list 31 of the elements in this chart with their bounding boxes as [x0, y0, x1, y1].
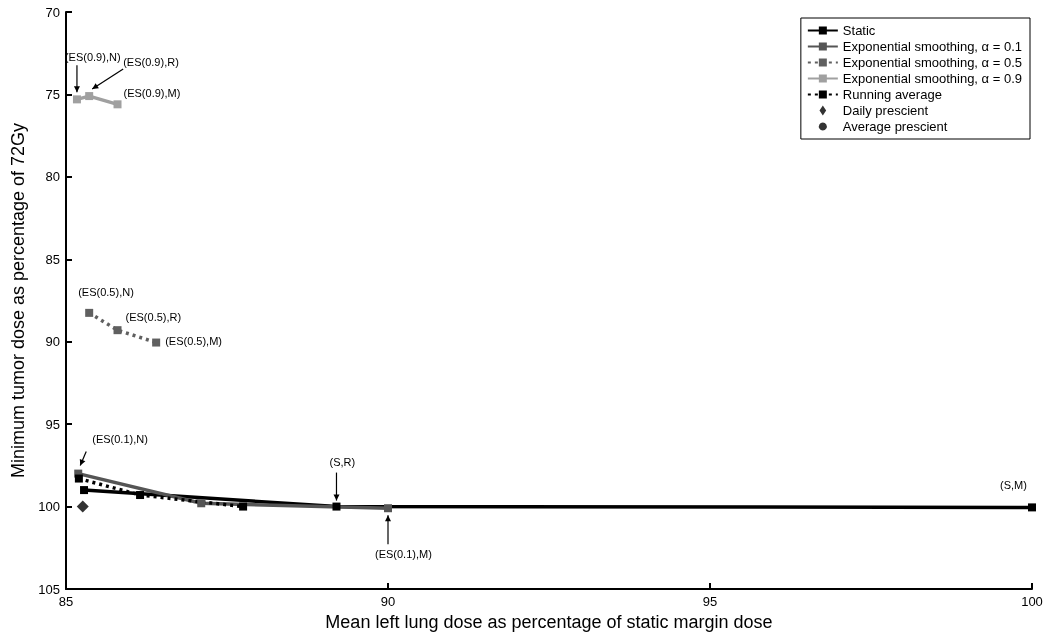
annotation: (ES(0.9),R) [123, 55, 179, 68]
annotation: (ES(0.9),M) [123, 86, 181, 99]
annotation: (ES(0.9),N) [64, 50, 121, 63]
annotation: (S,R) [329, 456, 356, 469]
x-tick-label: 95 [702, 594, 718, 609]
annotation: (ES(0.1),M) [375, 547, 432, 560]
annotation: (ES(0.5),N) [78, 286, 134, 299]
annotation: (ES(0.5),R) [125, 310, 182, 323]
legend-label: Average prescient [842, 119, 948, 134]
annotation: (S,M) [1000, 478, 1027, 491]
y-tick-label: 75 [45, 86, 60, 102]
legend-label: Exponential smoothing, α = 0.1 [842, 39, 1022, 54]
annotation: (ES(0.1),N) [92, 433, 148, 446]
y-tick-label: 85 [45, 251, 60, 267]
x-tick-label: 90 [380, 594, 396, 609]
legend-label: Exponential smoothing, α = 0.5 [842, 55, 1022, 70]
legend-label: Running average [842, 87, 942, 102]
y-axis-title: Minimum tumor dose as percentage of 72Gy [8, 122, 29, 479]
legend-label: Static [842, 23, 876, 38]
annotation: (ES(0.5),M) [165, 335, 222, 348]
y-tick-label: 105 [38, 581, 60, 597]
y-tick-label: 70 [45, 4, 60, 20]
x-tick-label: 85 [58, 594, 74, 609]
x-axis-title: Mean left lung dose as percentage of static margin dose [325, 612, 773, 632]
legend-label: Daily prescient [842, 103, 929, 118]
y-tick-label: 95 [45, 416, 60, 432]
y-tick-label: 100 [38, 499, 60, 515]
legend-label: Exponential smoothing, α = 0.9 [842, 71, 1022, 86]
x-tick-label: 100 [1021, 594, 1043, 609]
y-tick-label: 90 [45, 334, 60, 350]
y-tick-label: 80 [45, 169, 60, 185]
